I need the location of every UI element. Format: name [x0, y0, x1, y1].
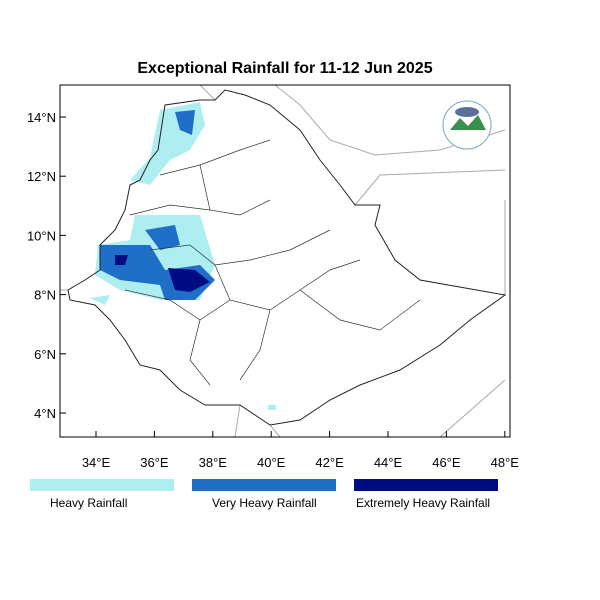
country-outline — [67, 89, 507, 426]
rainfall-areas — [90, 102, 276, 410]
x-tick-label: 44°E — [374, 455, 403, 470]
rainfall-area — [115, 255, 128, 265]
y-tick-label: 6°N — [34, 347, 56, 362]
y-tick-label: 8°N — [34, 288, 56, 303]
x-tick-label: 48°E — [491, 455, 520, 470]
map-frame — [59, 84, 511, 438]
rainfall-area — [145, 225, 180, 250]
neighbor-borders — [60, 84, 506, 438]
rainfall-area — [90, 295, 276, 410]
y-tick-label: 4°N — [34, 406, 56, 421]
legend-swatch — [30, 479, 174, 491]
legend: Heavy Rainfall Very Heavy Rainfall Extreme… — [30, 479, 498, 510]
rainfall-area — [168, 268, 210, 292]
x-tick-label: 38°E — [199, 455, 228, 470]
x-tick-label: 42°E — [315, 455, 344, 470]
legend-label: Heavy Rainfall — [50, 496, 127, 510]
region-borders — [124, 139, 421, 386]
y-tick-label: 10°N — [27, 228, 56, 243]
x-tick-label: 36°E — [140, 455, 169, 470]
x-tick-label: 40°E — [257, 455, 286, 470]
legend-swatch — [354, 479, 498, 491]
map-title: Exceptional Rainfall for 11-12 Jun 2025 — [137, 60, 432, 77]
x-tick-label: 34°E — [82, 455, 111, 470]
x-tick-label: 46°E — [432, 455, 461, 470]
logo — [442, 100, 492, 150]
y-tick-label: 12°N — [27, 169, 56, 184]
axes: 14°N 12°N 10°N 8°N 6°N 4°N 34°E 36°E 38°E 40°E 42°… — [27, 110, 519, 470]
rainfall-area — [175, 110, 195, 135]
y-tick-label: 14°N — [27, 110, 56, 125]
legend-label: Extremely Heavy Rainfall — [356, 496, 490, 510]
legend-label: Very Heavy Rainfall — [212, 496, 317, 510]
legend-swatch — [192, 479, 336, 491]
